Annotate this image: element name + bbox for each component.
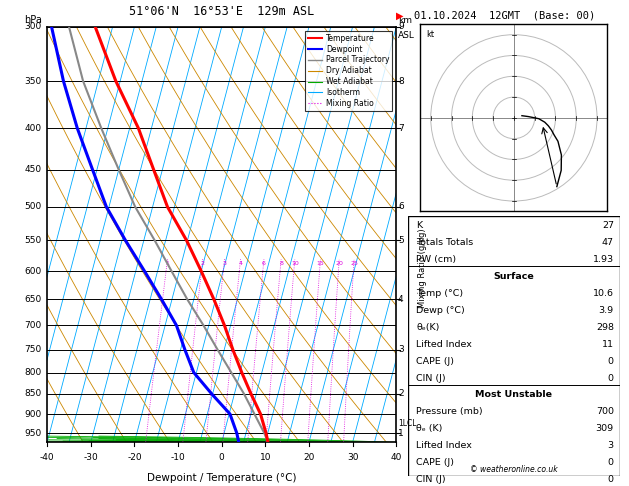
Text: 298: 298: [596, 323, 614, 332]
Text: ASL: ASL: [398, 31, 415, 40]
Text: Dewpoint / Temperature (°C): Dewpoint / Temperature (°C): [147, 473, 296, 484]
Text: 15: 15: [316, 261, 325, 266]
Text: -40: -40: [40, 452, 55, 462]
Text: 800: 800: [24, 368, 42, 377]
Text: 600: 600: [24, 267, 42, 276]
Text: 8: 8: [279, 261, 283, 266]
Text: 10: 10: [291, 261, 299, 266]
Text: © weatheronline.co.uk: © weatheronline.co.uk: [470, 465, 558, 474]
Text: 3: 3: [223, 261, 226, 266]
Text: 550: 550: [24, 236, 42, 245]
Text: hPa: hPa: [25, 15, 42, 25]
Text: 6: 6: [398, 202, 404, 211]
Text: 700: 700: [596, 407, 614, 417]
Text: 700: 700: [24, 321, 42, 330]
Text: 1.93: 1.93: [593, 255, 614, 264]
Text: θₑ(K): θₑ(K): [416, 323, 440, 332]
Text: 1LCL: 1LCL: [398, 419, 416, 428]
Text: 30: 30: [347, 452, 359, 462]
Text: 650: 650: [24, 295, 42, 304]
Text: -10: -10: [170, 452, 186, 462]
Text: 4: 4: [398, 295, 404, 304]
Text: Mixing Ratio (g/kg): Mixing Ratio (g/kg): [418, 228, 427, 308]
Text: 0: 0: [608, 475, 614, 484]
Text: 750: 750: [24, 345, 42, 354]
Text: 40: 40: [391, 452, 402, 462]
Text: Surface: Surface: [494, 272, 534, 281]
Text: 0: 0: [608, 458, 614, 467]
Text: 2: 2: [398, 389, 404, 399]
Text: 8: 8: [398, 77, 404, 86]
Text: ▶: ▶: [396, 11, 404, 21]
Text: 850: 850: [24, 389, 42, 399]
Text: -20: -20: [127, 452, 142, 462]
Text: CAPE (J): CAPE (J): [416, 458, 454, 467]
Text: 27: 27: [602, 222, 614, 230]
Text: 309: 309: [596, 424, 614, 434]
Text: θₑ (K): θₑ (K): [416, 424, 442, 434]
Text: CIN (J): CIN (J): [416, 374, 446, 382]
Text: Pressure (mb): Pressure (mb): [416, 407, 482, 417]
Text: 4: 4: [238, 261, 243, 266]
Text: 01.10.2024  12GMT  (Base: 00): 01.10.2024 12GMT (Base: 00): [414, 11, 595, 21]
Text: CAPE (J): CAPE (J): [416, 357, 454, 365]
Text: Lifted Index: Lifted Index: [416, 441, 472, 450]
Text: km: km: [398, 16, 412, 25]
Text: kt: kt: [426, 30, 434, 39]
Text: 3: 3: [608, 441, 614, 450]
Text: Temp (°C): Temp (°C): [416, 289, 463, 298]
Text: 6: 6: [262, 261, 266, 266]
Text: 5: 5: [398, 236, 404, 245]
Text: Totals Totals: Totals Totals: [416, 238, 474, 247]
Text: 0: 0: [219, 452, 225, 462]
Text: Lifted Index: Lifted Index: [416, 340, 472, 349]
Text: 47: 47: [602, 238, 614, 247]
Text: 10.6: 10.6: [593, 289, 614, 298]
Text: 1: 1: [165, 261, 169, 266]
Text: 900: 900: [24, 410, 42, 418]
Text: 3: 3: [398, 345, 404, 354]
Text: Dewp (°C): Dewp (°C): [416, 306, 465, 315]
Text: 950: 950: [24, 429, 42, 437]
Text: 3.9: 3.9: [599, 306, 614, 315]
Text: 450: 450: [24, 165, 42, 174]
Text: 0: 0: [608, 357, 614, 365]
Text: 350: 350: [24, 77, 42, 86]
Text: 9: 9: [398, 22, 404, 31]
Text: 2: 2: [201, 261, 205, 266]
Text: 0: 0: [608, 374, 614, 382]
Text: 300: 300: [24, 22, 42, 31]
Text: K: K: [416, 222, 422, 230]
Text: 51°06'N  16°53'E  129m ASL: 51°06'N 16°53'E 129m ASL: [129, 4, 314, 17]
Text: 25: 25: [350, 261, 358, 266]
Text: 500: 500: [24, 202, 42, 211]
Text: 20: 20: [303, 452, 314, 462]
Text: CIN (J): CIN (J): [416, 475, 446, 484]
Text: 11: 11: [602, 340, 614, 349]
Text: 10: 10: [260, 452, 271, 462]
Text: -30: -30: [84, 452, 98, 462]
Text: 400: 400: [24, 123, 42, 133]
Legend: Temperature, Dewpoint, Parcel Trajectory, Dry Adiabat, Wet Adiabat, Isotherm, Mi: Temperature, Dewpoint, Parcel Trajectory…: [305, 31, 392, 111]
Text: Most Unstable: Most Unstable: [476, 390, 552, 399]
Text: 7: 7: [398, 123, 404, 133]
Text: PW (cm): PW (cm): [416, 255, 456, 264]
Text: 20: 20: [335, 261, 343, 266]
Text: 1: 1: [398, 429, 404, 437]
